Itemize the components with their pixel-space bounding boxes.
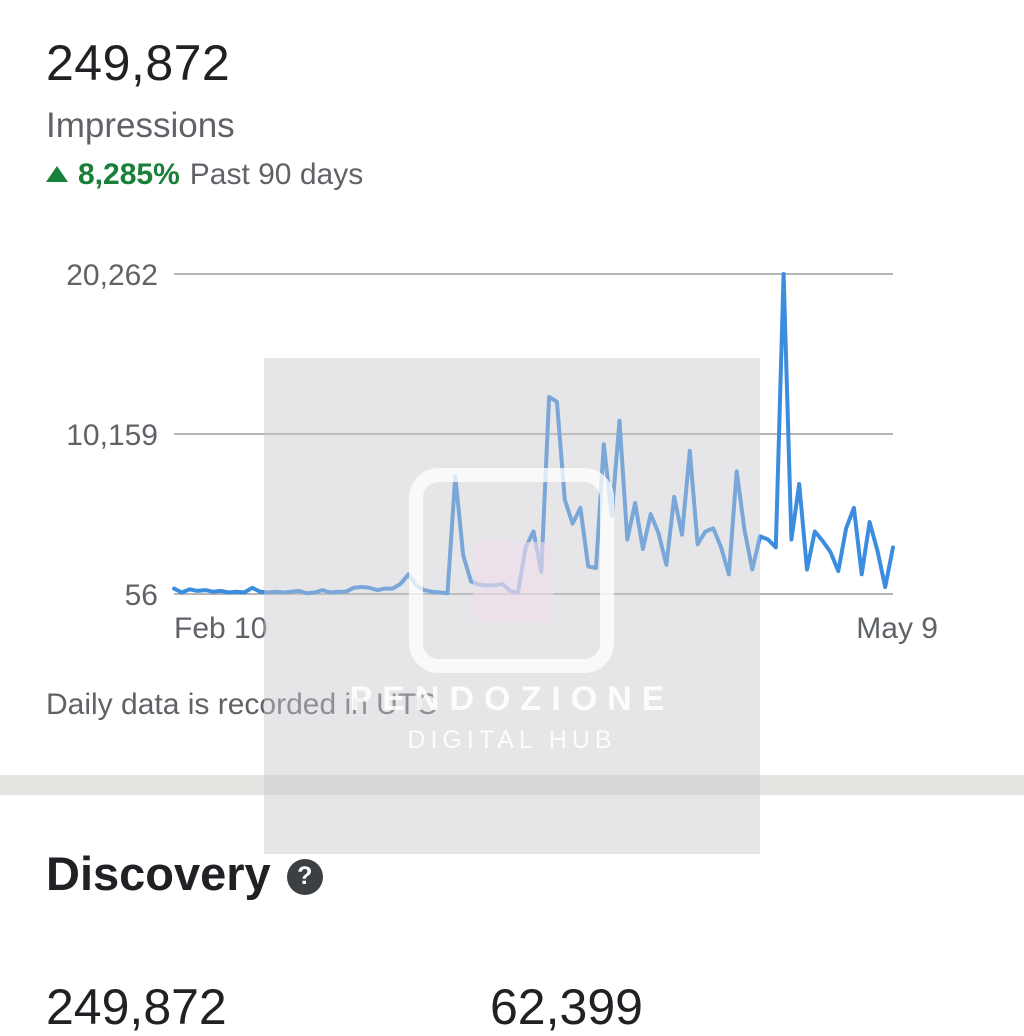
utc-footnote: Daily data is recorded in UTC (46, 688, 438, 721)
impressions-line-chart: 20,262 10,159 56 Feb 10 May 9 (66, 259, 938, 645)
discovery-stat-2: 62,399 (490, 979, 643, 1035)
trend-up-icon (46, 166, 68, 182)
discovery-stat-1: 249,872 (46, 979, 227, 1035)
discovery-heading: Discovery ? (46, 846, 323, 901)
y-tick-label: 10,159 (66, 419, 158, 452)
change-percentage: 8,285% (78, 158, 180, 191)
y-tick-label: 56 (125, 579, 158, 612)
question-circle-icon[interactable]: ? (286, 858, 323, 895)
y-tick-label: 20,262 (66, 259, 158, 292)
impressions-total: 249,872 (46, 35, 231, 91)
impressions-series-line (172, 272, 895, 596)
change-period: Past 90 days (189, 158, 364, 191)
impressions-label: Impressions (46, 106, 235, 145)
section-divider (0, 775, 1024, 795)
x-tick-label: Feb 10 (174, 612, 267, 645)
x-tick-label: May 9 (856, 612, 938, 645)
change-indicator: 8,285% Past 90 days (46, 158, 363, 192)
discovery-title: Discovery (46, 847, 271, 900)
watermark-subtitle: DIGITAL HUB (407, 726, 617, 754)
